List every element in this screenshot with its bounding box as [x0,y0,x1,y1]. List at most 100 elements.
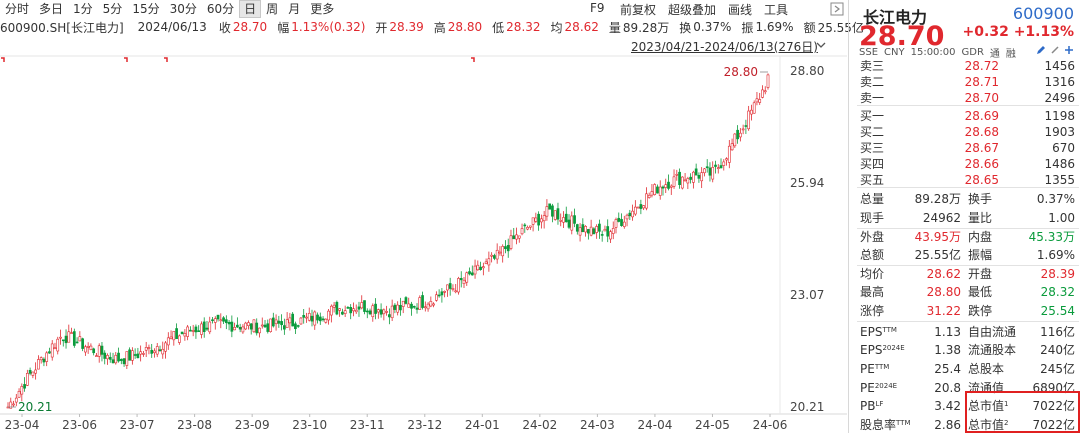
candle-body [164,342,167,352]
orderbook-row[interactable]: 卖一 28.70 2496 [849,89,1080,107]
change-value: +0.32 [962,24,1009,40]
tab-multi-day[interactable]: 多日 [39,2,64,16]
add-icon[interactable] [1064,45,1074,55]
candle-body [280,321,283,326]
panel-icons [1036,45,1074,55]
candle-body [614,219,618,228]
kline-chart[interactable]: 28.80 25.94 23.07 20.21 23-04 23-06 23-07 23-08… [0,0,847,433]
candle-body [755,98,759,103]
candle-body [202,321,206,332]
orderbook-volume: 2496 [1044,90,1075,105]
turnover-value: 0.37% [693,20,732,34]
super-overlay-button[interactable]: 超级叠加 [668,3,717,17]
fundamental-label-sup: TTM [882,325,897,334]
candle-body [324,318,328,323]
candle-body [692,171,695,183]
chevron-down-icon[interactable] [815,38,827,52]
orderbook-row[interactable]: 买五 28.65 1355 [849,171,1080,189]
tab-intraday[interactable]: 分时 [5,2,30,16]
orderbook-row[interactable]: 卖三 28.72 1456 [849,57,1080,75]
candle-body [727,145,731,163]
f9-button[interactable]: F9 [590,1,605,15]
orderbook-row[interactable]: 买一 28.69 1198 [849,107,1080,125]
fundamental-label: 流通股本 [968,341,1016,359]
orderbook-volume: 1198 [1044,109,1075,124]
candle-body [700,172,704,182]
candle-body [376,309,380,313]
candle-body [481,266,485,269]
candle-body [498,251,502,254]
candle-body [166,337,170,346]
orderbook-row[interactable]: 卖二 28.71 1316 [849,73,1080,91]
close-value: 28.70 [232,20,268,34]
draw-line-button[interactable]: 画线 [728,3,753,17]
low-value: 28.32 [506,20,541,34]
tab-daily[interactable]: 日 [239,0,262,18]
candle-body [318,316,322,322]
orderbook-row[interactable]: 买二 28.68 1903 [849,123,1080,141]
candle-body [540,218,543,223]
fundamental-value: 1.13 [934,324,961,339]
candle-body [719,165,723,169]
orderbook-price: 28.70 [964,90,999,105]
candle-body [581,224,585,232]
high-label: 高 [433,20,446,35]
candle-body [365,310,369,313]
orderbook-row[interactable]: 买四 28.66 1486 [849,155,1080,173]
date-range-selector[interactable]: 2023/04/21-2024/06/13(276日) [631,40,818,54]
candle-body [227,321,231,325]
candle-body [56,338,60,352]
candle-body [28,369,32,374]
tab-more[interactable]: 更多 [310,2,335,16]
candle-body [236,324,239,328]
tab-30min[interactable]: 30分 [169,2,197,16]
chart-tools: 前复权 超级叠加 画线 工具 [614,1,794,18]
candle-body [144,347,148,351]
candle-body [255,322,259,334]
tab-60min[interactable]: 60分 [206,2,235,16]
adjust-forward-button[interactable]: 前复权 [620,3,657,17]
candle-body [736,129,739,140]
x-tick-label: 23-07 [120,418,155,432]
candle-body [186,326,189,337]
candle-body [247,322,250,326]
tab-15min[interactable]: 15分 [132,2,160,16]
stat-label: 总额 [860,248,885,262]
stat-value: 28.32 [1040,285,1075,300]
stock-code: 600900 [1012,4,1074,23]
candle-body [435,294,438,301]
stats-row: 最高 28.80 最低 28.32 [849,283,1080,301]
rong-label: 融 [1005,49,1016,60]
edit-icon[interactable] [1036,45,1046,55]
orderbook-row[interactable]: 买三 28.67 670 [849,139,1080,157]
candle-body [349,307,353,314]
fundamental-label-sup: TTM [896,418,911,427]
gdr-label: GDR [961,47,984,58]
candle-body [487,258,491,266]
x-tick-label: 23-10 [292,418,327,432]
link-icon[interactable] [1050,45,1060,55]
tab-1min[interactable]: 1分 [73,2,93,16]
tools-button[interactable]: 工具 [764,3,789,17]
fundamental-label-text: 总市值 [968,417,1005,432]
candle-body [285,319,289,328]
tab-5min[interactable]: 5分 [102,2,123,16]
stat-label: 总量 [860,192,885,207]
divider [857,320,1079,322]
candle-body [39,357,43,361]
orderbook-label: 买一 [860,109,885,124]
collapse-icon[interactable] [830,2,844,16]
tab-monthly[interactable]: 月 [288,2,301,16]
tab-weekly[interactable]: 周 [266,2,279,16]
fundamental-label-text: PE [860,380,875,395]
candle-body [446,284,449,291]
candle-body [763,90,767,93]
x-tick-label: 24-05 [695,418,730,432]
event-marker [1,57,5,62]
candle-body [744,125,748,127]
candle-body [443,291,447,293]
candle-body [153,350,156,354]
candle-body [249,323,253,330]
candle-body [172,331,176,341]
fundamental-label-text: 自由流通 [968,324,1017,339]
